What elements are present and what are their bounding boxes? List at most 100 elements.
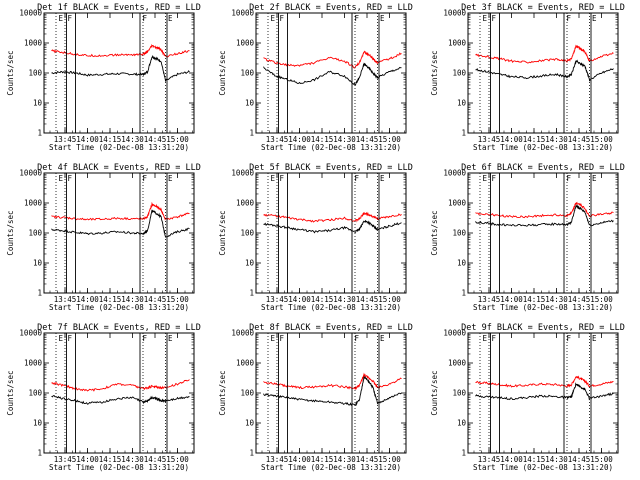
y-tick-label: 1 (461, 129, 466, 138)
marker-label: E (592, 174, 597, 183)
plot-frame (467, 12, 619, 134)
x-tick-label: 14:15 (311, 135, 334, 144)
chart-title: Det 5f BLACK = Events, RED = LLD (249, 163, 413, 173)
events-series-line (475, 59, 614, 82)
y-tick-label: 10000 (19, 9, 42, 18)
y-tick-label: 100 (28, 69, 42, 78)
y-tick-label: 10000 (443, 329, 466, 338)
y-tick-label: 1 (461, 289, 466, 298)
x-tick-label: 15:00 (166, 455, 189, 464)
x-tick-label: 14:15 (523, 295, 546, 304)
marker-label: F (280, 14, 285, 23)
y-tick-label: 10 (245, 259, 255, 268)
plot-area (263, 211, 402, 234)
chart-title: Det 9f BLACK = Events, RED = LLD (461, 323, 625, 333)
plot-frame (467, 172, 619, 294)
y-tick-label: 1000 (24, 359, 43, 368)
plot-frame (467, 332, 619, 454)
events-series-line (263, 62, 402, 87)
plot-area (51, 379, 190, 405)
y-axis-label: Counts/sec (6, 370, 15, 415)
plot-frame (43, 172, 195, 294)
marker-label: E (271, 174, 276, 183)
lld-series-line (263, 50, 402, 69)
y-axis-label: Counts/sec (6, 50, 15, 95)
y-tick-label: 10000 (443, 9, 466, 18)
x-tick-label: 13:45 (478, 135, 501, 144)
marker-label: F (143, 334, 148, 343)
y-tick-label: 100 (28, 389, 42, 398)
lld-series-line (475, 201, 614, 219)
y-tick-label: 10 (245, 419, 255, 428)
plot-area (263, 50, 402, 87)
x-tick-label: 14:30 (545, 135, 568, 144)
x-tick-label: 15:00 (166, 135, 189, 144)
y-tick-label: 1000 (236, 199, 255, 208)
chart-panel: Det 6f BLACK = Events, RED = LLD 1 10 100 10… (430, 163, 625, 312)
y-tick-label: 1000 (24, 39, 43, 48)
y-tick-label: 10000 (231, 169, 254, 178)
lld-series-line (475, 44, 614, 64)
x-tick-label: 14:45 (568, 295, 591, 304)
x-tick-label: 15:00 (378, 455, 401, 464)
y-tick-label: 1 (37, 449, 42, 458)
plot-frame (43, 12, 195, 134)
x-tick-label: 14:15 (99, 455, 122, 464)
x-tick-label: 14:15 (523, 455, 546, 464)
plot-area (475, 375, 614, 401)
x-tick-label: 13:45 (266, 295, 289, 304)
y-axis-label: Counts/sec (430, 370, 439, 415)
y-tick-label: 10000 (231, 329, 254, 338)
x-tick-label: 14:45 (144, 135, 167, 144)
plot-frame (255, 172, 407, 294)
y-axis-label: Counts/sec (430, 50, 439, 95)
marker-label: F (355, 14, 360, 23)
chart-panel: Det 1f BLACK = Events, RED = LLD 1 10 100 10… (6, 3, 201, 152)
y-tick-label: 100 (240, 69, 254, 78)
y-axis-label: Counts/sec (218, 210, 227, 255)
x-axis-label: Start Time (02-Dec-08 13:31:20) (261, 143, 401, 152)
x-tick-label: 14:00 (288, 135, 311, 144)
y-tick-label: 10 (33, 99, 43, 108)
y-tick-label: 10000 (443, 169, 466, 178)
y-tick-label: 10 (457, 419, 467, 428)
x-tick-label: 14:30 (121, 295, 144, 304)
y-tick-label: 1000 (448, 39, 467, 48)
marker-label: F (567, 174, 572, 183)
marker-label: F (280, 174, 285, 183)
x-axis-label: Start Time (02-Dec-08 13:31:20) (49, 463, 189, 472)
chart-title: Det 2f BLACK = Events, RED = LLD (249, 3, 413, 13)
marker-label: E (168, 14, 173, 23)
lld-series-line (51, 379, 190, 392)
marker-label: E (380, 174, 385, 183)
x-tick-label: 14:00 (288, 295, 311, 304)
x-tick-label: 14:30 (545, 455, 568, 464)
events-series-line (263, 375, 402, 407)
x-tick-label: 13:45 (266, 455, 289, 464)
chart-title: Det 4f BLACK = Events, RED = LLD (37, 163, 201, 173)
x-axis-label: Start Time (02-Dec-08 13:31:20) (473, 143, 613, 152)
x-tick-label: 14:45 (144, 295, 167, 304)
y-tick-label: 10000 (19, 329, 42, 338)
x-tick-label: 13:45 (54, 455, 77, 464)
lld-series-line (475, 375, 614, 388)
x-tick-label: 14:15 (523, 135, 546, 144)
marker-label: F (355, 174, 360, 183)
plot-frame (255, 332, 407, 454)
y-axis-label: Counts/sec (218, 50, 227, 95)
plot-area (263, 372, 402, 407)
y-axis-label: Counts/sec (6, 210, 15, 255)
x-tick-label: 14:00 (76, 455, 99, 464)
y-tick-label: 1 (249, 289, 254, 298)
x-tick-label: 15:00 (166, 295, 189, 304)
y-tick-label: 1 (461, 449, 466, 458)
y-tick-label: 10 (33, 419, 43, 428)
chart-panel: Det 4f BLACK = Events, RED = LLD 1 10 100 10… (6, 163, 201, 312)
x-tick-label: 14:00 (76, 135, 99, 144)
marker-label: E (592, 334, 597, 343)
x-tick-label: 13:45 (54, 135, 77, 144)
y-tick-label: 1000 (24, 199, 43, 208)
chart-panel: Det 5f BLACK = Events, RED = LLD 1 10 100 10… (218, 163, 413, 312)
marker-label: E (380, 14, 385, 23)
